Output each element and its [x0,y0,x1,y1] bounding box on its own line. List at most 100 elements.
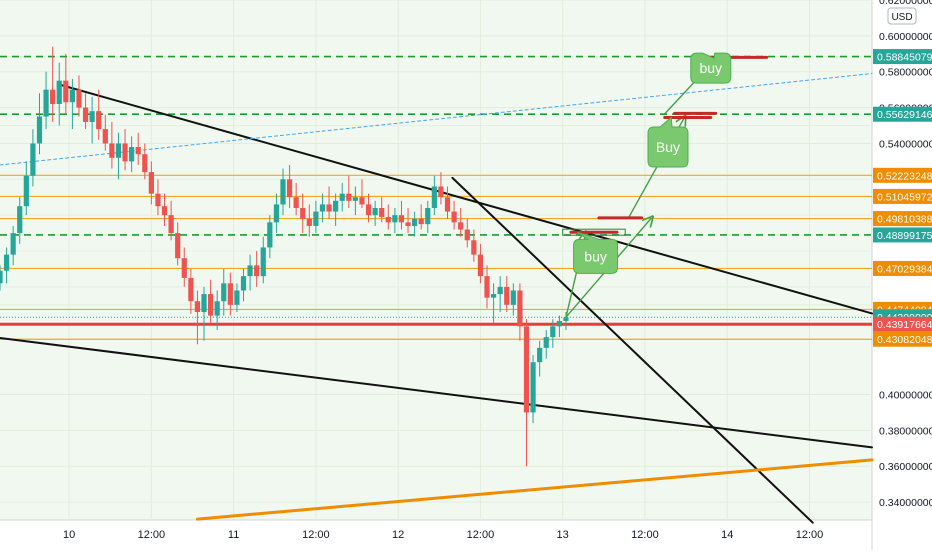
candle-body [188,277,194,302]
candle-body [56,80,62,104]
candle-body [142,154,148,173]
candle [267,215,273,259]
level-badge-text: 0.43917664 [877,319,932,331]
candle [523,319,530,467]
candle [96,89,102,140]
candle [392,208,398,234]
candle [405,208,411,234]
x-tick-label: 12 [392,529,404,541]
buy-callout: buy [573,231,619,274]
candle-body [556,320,562,327]
currency-badge[interactable]: USD [887,7,917,25]
candle [497,276,503,312]
candle [444,186,451,219]
level-badge-text: 0.51045972 [877,191,932,203]
candle [63,53,69,115]
level-badge-bg [873,260,932,276]
candle-body [537,347,543,363]
candle-body [234,290,240,305]
callout-text: buy [584,248,607,264]
candle [43,71,49,130]
candle-body [563,317,569,321]
candle [3,247,10,284]
candle-body [523,326,530,413]
candle-body [379,208,385,217]
level-badge-text: 0.55629146 [877,109,932,121]
candle-body [444,197,451,212]
candle-body [346,193,352,201]
candle [425,200,431,234]
candle-body [135,147,141,155]
candle [240,268,247,302]
trend-line-lower-descending [0,337,873,449]
level-badge-text: 0.47029384 [877,263,932,275]
candle-body [0,270,3,284]
candle [556,315,562,338]
candle-body [333,200,339,212]
candle [0,265,3,291]
breakout-box [562,228,626,236]
candle-body [464,229,470,241]
candle [300,193,306,234]
candle [142,143,148,180]
candle [273,193,280,234]
candle [339,182,345,212]
candle-body [286,179,293,198]
currency-label: USD [891,12,912,23]
level-badge: 0.43917664 [873,316,932,332]
level-badge: 0.51045972 [873,188,932,204]
time-axis[interactable]: 10 12:00 11 12:00 12 12:00 13 12:00 14 12:00 [63,529,823,541]
candle-body [365,204,372,216]
trend-line-upper-descending [59,83,873,315]
level-badge: 0.47029384 [873,260,932,276]
candle [319,193,326,223]
candle [194,290,201,345]
candle-body [451,211,457,223]
candle-body [69,89,75,103]
level-badge-bg [873,211,932,227]
x-tick-label: 12:00 [796,529,824,541]
candle [451,200,457,230]
candle-body [300,208,306,219]
level-badge-bg [873,167,932,183]
candle [477,243,484,284]
candle [161,193,168,226]
trend-lines [0,73,874,524]
candle-body [543,337,549,348]
price-axis[interactable]: 0.34000000 0.36000000 0.38000000 0.40000000… [873,0,932,509]
candle [385,204,391,230]
candle-body [254,265,260,277]
level-badge-bg [873,49,932,65]
candle-body [510,290,516,305]
candle-body [115,143,122,158]
candle-body [82,107,89,122]
level-badge: 0.55629146 [873,106,932,122]
candle [504,276,510,312]
candle [418,204,424,230]
annotations: buy Buy buy [562,52,769,318]
candle [537,340,543,377]
candle-body [109,143,115,158]
candle-body [89,111,95,122]
candle-body [352,197,358,201]
candle [359,179,365,208]
candle-body [17,206,23,234]
x-tick-label: 14 [721,529,733,541]
candle [530,355,536,424]
candle [550,319,556,348]
candle [227,272,233,316]
candle-body [431,186,437,208]
candle [438,172,444,205]
candle-body [477,254,484,277]
candle [69,78,75,130]
candle-body [175,233,181,259]
y-tick-label: 0.60000000 [879,31,932,43]
candle-body [490,294,497,298]
candle-body [207,294,214,316]
candle-body [517,290,523,327]
candle [36,93,43,155]
candle [412,211,418,237]
candle-body [497,286,503,295]
y-tick-label: 0.40000000 [879,389,932,401]
